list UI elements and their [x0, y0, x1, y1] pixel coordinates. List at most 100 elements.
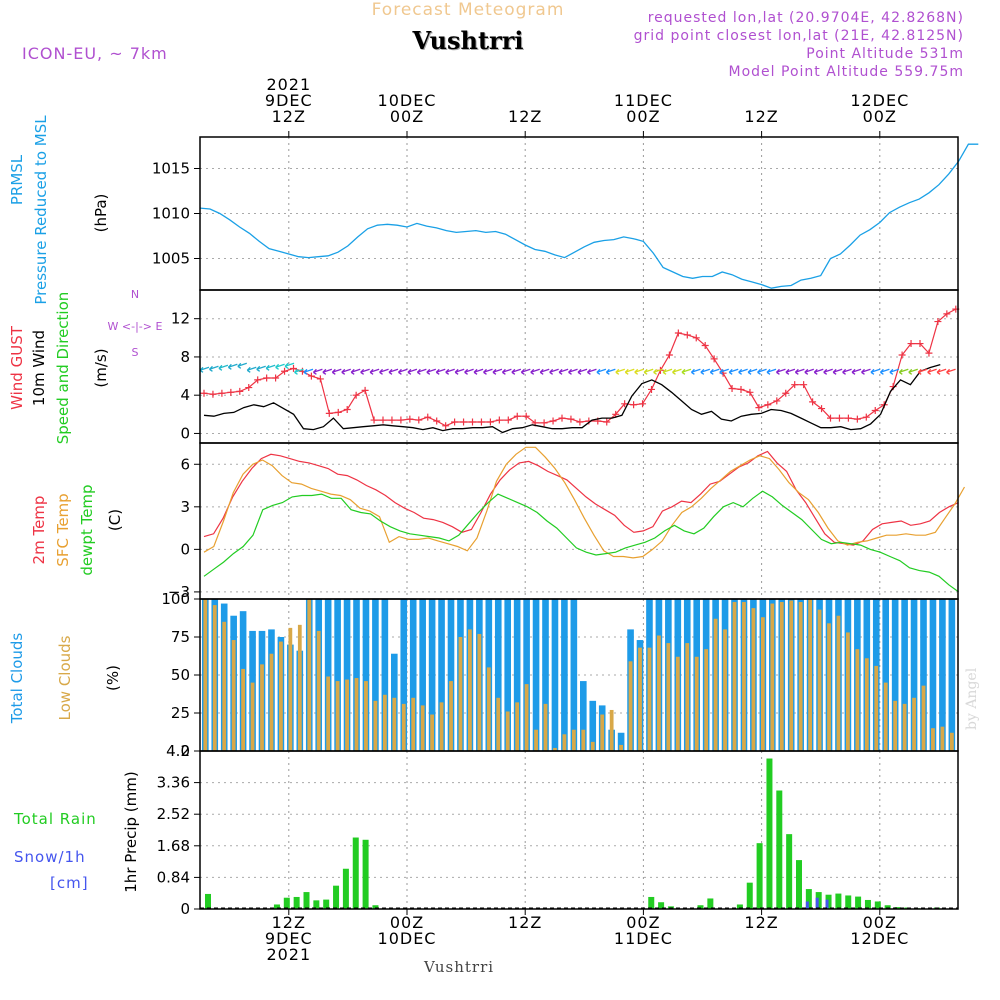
- rain-bar: [756, 843, 763, 909]
- top-time-label: 12Z: [744, 107, 778, 126]
- bottom-time-label: 00Z: [863, 913, 897, 932]
- gust-marker: [648, 385, 655, 393]
- y-tick-label: 1005: [152, 250, 190, 268]
- low-cloud-bar: [638, 647, 642, 751]
- wind-direction-arrow: [738, 368, 748, 375]
- y-tick-label: 25: [171, 704, 190, 722]
- wind-direction-arrow: [908, 368, 918, 375]
- wind-direction-arrow: [445, 368, 455, 375]
- rain-bar: [707, 898, 714, 909]
- bottom-location-label: Vushtrri: [424, 958, 495, 976]
- gust-marker: [486, 418, 494, 426]
- wind-direction-arrow: [568, 368, 578, 375]
- wind-direction-arrow: [823, 368, 833, 375]
- wind-direction-arrow: [946, 368, 956, 375]
- gust-marker: [540, 419, 548, 427]
- total-cloud-bar: [901, 599, 908, 751]
- wind-direction-arrow: [322, 368, 333, 375]
- wind-direction-arrow: [586, 368, 597, 375]
- requested-coords: requested lon,lat (20.9704E, 42.8268N): [647, 10, 964, 26]
- total-cloud-bar: [542, 599, 549, 751]
- rain-bar: [855, 896, 862, 909]
- gust-marker: [728, 384, 736, 392]
- wind-direction-arrow: [898, 368, 909, 375]
- total-cloud-bar: [494, 599, 502, 751]
- total-cloud-bar: [570, 599, 578, 751]
- top-time-label: 00Z: [626, 107, 660, 126]
- low-cloud-bar: [354, 678, 359, 751]
- low-cloud-bar: [364, 681, 368, 751]
- temp-sfc-label: SFC Temp: [54, 493, 72, 566]
- low-cloud-bar: [751, 608, 756, 751]
- wind-gust-label: Wind GUST: [8, 325, 26, 410]
- y-tick-label: 8: [180, 348, 190, 366]
- top-time-label: 00Z: [390, 107, 424, 126]
- rain-bar: [874, 901, 881, 909]
- wind-direction-arrow: [473, 368, 484, 375]
- low-cloud-bar: [571, 729, 576, 751]
- low-cloud-bar: [940, 726, 945, 751]
- wind-direction-arrow: [549, 368, 559, 375]
- low-cloud-bar: [675, 656, 680, 751]
- y-tick-label: 100: [161, 590, 190, 608]
- wind-direction-arrow: [804, 368, 815, 375]
- gust-marker: [504, 416, 512, 424]
- wind-direction-arrow: [520, 368, 531, 375]
- gust-marker: [630, 401, 638, 409]
- y-tick-label: 50: [171, 666, 190, 684]
- clouds-low-label: Low Clouds: [56, 635, 74, 720]
- gust-marker: [639, 400, 647, 408]
- gust-marker: [916, 340, 924, 348]
- rain-bar: [864, 899, 871, 909]
- low-cloud-bar: [297, 624, 302, 751]
- low-cloud-bar: [231, 640, 236, 751]
- precip-unit-label: 1hr Precip (mm): [122, 771, 140, 892]
- total-cloud-bar: [882, 599, 890, 751]
- rain-bar: [658, 902, 665, 909]
- rain-bar: [884, 905, 891, 909]
- gust-marker: [442, 422, 450, 430]
- wind-direction-arrow: [653, 368, 663, 375]
- wind-direction-arrow: [917, 368, 928, 375]
- wind-direction-arrow: [501, 368, 512, 375]
- bottom-time-label: 11DEC: [614, 929, 673, 948]
- wind-direction-arrow: [369, 368, 380, 375]
- y-tick-label: −3: [168, 583, 190, 601]
- total-cloud-bar: [580, 681, 587, 751]
- temp-2m-label: 2m Temp: [30, 496, 48, 565]
- gust-marker: [710, 355, 718, 363]
- low-cloud-bar: [836, 615, 841, 751]
- wind-direction-arrow: [539, 368, 550, 375]
- low-cloud-bar: [212, 605, 217, 751]
- wind-direction-arrow: [690, 368, 701, 375]
- bottom-time-label: 12Z: [508, 913, 542, 932]
- wind-10m-label: 10m Wind: [30, 330, 48, 406]
- wind-direction-arrow: [360, 368, 370, 375]
- low-cloud-bar: [628, 661, 633, 751]
- low-cloud-bar: [543, 703, 548, 751]
- low-cloud-bar: [931, 728, 935, 751]
- total-cloud-bar: [617, 732, 625, 751]
- gust-marker: [925, 349, 933, 357]
- gust-marker: [701, 341, 709, 349]
- gridpoint-coords: grid point closest lon,lat (21E, 42.8125…: [633, 28, 964, 44]
- pressure-label-msl: Pressure Reduced to MSL: [32, 115, 50, 305]
- gust-marker: [934, 318, 942, 326]
- wind-direction-arrow: [199, 366, 210, 373]
- low-cloud-bar: [307, 599, 312, 751]
- bottom-time-label: 9DEC: [265, 929, 313, 948]
- top-time-label: 2021: [266, 75, 311, 94]
- wind-direction-arrow: [416, 368, 427, 375]
- gust-marker: [576, 418, 584, 426]
- clouds-total-label: Total Clouds: [8, 633, 26, 725]
- wind-direction-arrow: [407, 368, 418, 375]
- compass-south: S: [132, 346, 139, 359]
- temp-dewpt-label: dewpt Temp: [78, 484, 96, 575]
- low-cloud-bar: [326, 676, 331, 751]
- gust-marker: [316, 375, 324, 383]
- rain-bar: [372, 905, 379, 909]
- wind-direction-arrow: [275, 363, 285, 370]
- low-cloud-bar: [449, 681, 453, 751]
- gust-marker: [263, 374, 271, 382]
- gust-marker: [325, 409, 333, 417]
